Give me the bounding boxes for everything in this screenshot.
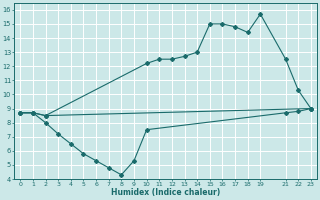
X-axis label: Humidex (Indice chaleur): Humidex (Indice chaleur) [111,188,220,197]
